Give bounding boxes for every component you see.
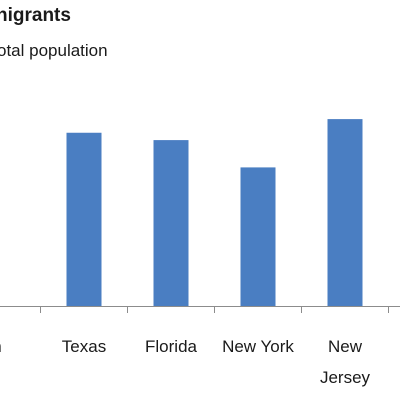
- x-tick-label: New York: [222, 337, 294, 356]
- x-tick-label: Florida: [145, 337, 198, 356]
- chart-title: nigrants: [0, 5, 71, 26]
- bar: [240, 167, 276, 306]
- bar: [153, 140, 189, 306]
- bar: [327, 119, 363, 306]
- x-tick-label: New: [328, 337, 363, 356]
- x-tick-label: Jersey: [320, 368, 371, 387]
- bar: [66, 132, 102, 306]
- chart-subtitle: otal population: [0, 41, 108, 60]
- x-tick-label: n: [0, 337, 2, 356]
- x-tick-label: Texas: [62, 337, 106, 356]
